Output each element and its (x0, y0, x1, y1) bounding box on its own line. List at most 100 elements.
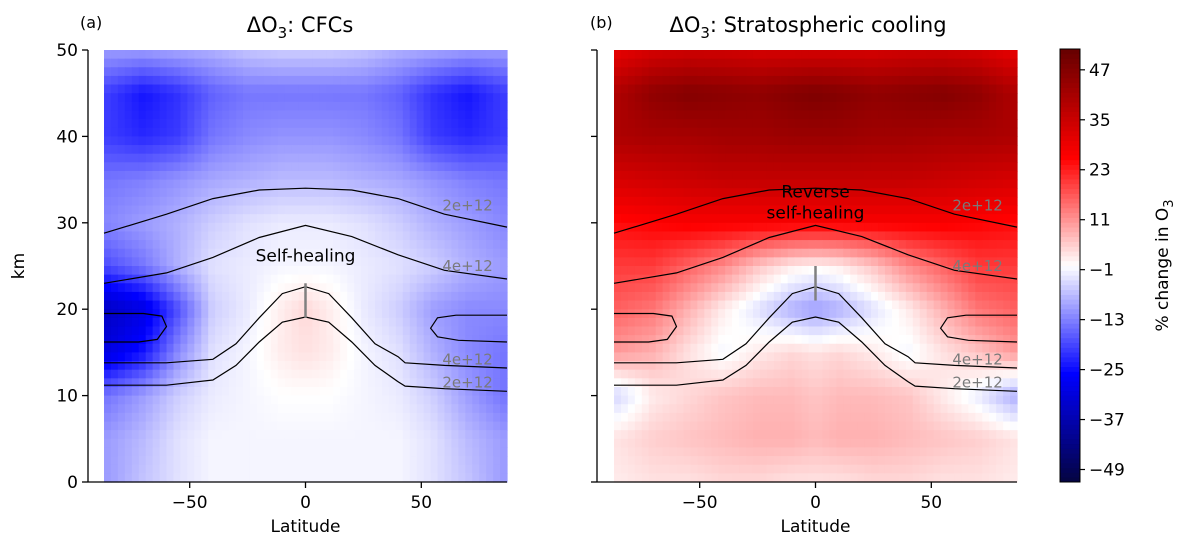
heatmap-cell (766, 162, 775, 172)
heatmap-cell (381, 110, 390, 120)
heatmap-cell (333, 309, 341, 319)
heatmap-cell (395, 240, 404, 250)
heatmap-cell (1010, 145, 1018, 155)
heatmap-cell (982, 300, 990, 310)
title-suffix: : CFCs (287, 13, 353, 37)
heatmap-cell (305, 447, 314, 457)
heatmap-cell (669, 231, 678, 241)
heatmap-cell (458, 58, 466, 68)
heatmap-cell (884, 162, 893, 172)
heatmap-cell (256, 257, 265, 267)
heatmap-cell (1003, 317, 1011, 328)
heatmap-cell (919, 283, 928, 293)
heatmap-cell (746, 283, 754, 293)
heatmap-cell (381, 214, 390, 224)
heatmap-cell (472, 369, 480, 379)
heatmap-cell (465, 421, 473, 431)
heatmap-cell (697, 214, 705, 224)
heatmap-cell (752, 119, 761, 129)
heatmap-cell (493, 326, 501, 336)
heatmap-cell (277, 291, 286, 302)
heatmap-cell (954, 67, 963, 77)
heatmap-cell (808, 240, 817, 250)
heatmap-cell (641, 170, 650, 181)
heatmap-cell (319, 309, 327, 319)
heatmap-cell (291, 196, 300, 207)
heatmap-cell (395, 110, 404, 120)
heatmap-cell (458, 136, 466, 146)
heatmap-cell (374, 378, 383, 388)
heatmap-cell (215, 447, 223, 457)
heatmap-cell (110, 145, 119, 155)
heatmap-cell (493, 456, 501, 466)
heatmap-cell (933, 274, 942, 284)
heatmap-cell (263, 162, 272, 172)
heatmap-cell (194, 291, 202, 302)
heatmap-cell (409, 378, 418, 388)
heatmap-cell (634, 222, 643, 233)
heatmap-cell (124, 127, 133, 137)
heatmap-cell (954, 188, 963, 198)
heatmap-cell (627, 257, 636, 267)
heatmap-cell (117, 110, 126, 120)
heatmap-cell (641, 67, 650, 77)
heatmap-cell (676, 145, 685, 155)
heatmap-cell (284, 309, 293, 319)
heatmap-cell (110, 50, 119, 60)
heatmap-cell (305, 136, 314, 146)
heatmap-cell (766, 93, 775, 103)
heatmap-cell (117, 326, 126, 336)
heatmap-cell (270, 205, 279, 215)
heatmap-cell (444, 274, 453, 284)
heatmap-cell (291, 179, 300, 189)
heatmap-cell (780, 93, 789, 103)
heatmap-cell (326, 231, 334, 241)
heatmap-cell (312, 162, 320, 172)
heatmap-cell (263, 404, 272, 414)
heatmap-cell (430, 326, 439, 336)
heatmap-cell (472, 378, 480, 388)
heatmap-cell (982, 248, 990, 258)
heatmap-cell (319, 291, 327, 302)
heatmap-cell (159, 378, 168, 388)
heatmap-cell (354, 119, 362, 129)
heatmap-cell (648, 84, 657, 94)
heatmap-cell (850, 291, 858, 302)
heatmap-cell (361, 179, 369, 189)
heatmap-cell (718, 300, 726, 310)
heatmap-cell (479, 369, 487, 379)
heatmap-cell (954, 84, 963, 94)
heatmap-cell (187, 67, 195, 77)
heatmap-cell (843, 283, 851, 293)
heatmap-cell (215, 412, 223, 423)
heatmap-cell (229, 67, 237, 77)
heatmap-cell (472, 231, 480, 241)
heatmap-cell (159, 447, 168, 457)
heatmap-cell (794, 75, 803, 86)
heatmap-cell (423, 369, 432, 379)
heatmap-cell (933, 205, 942, 215)
heatmap-cell (891, 196, 900, 207)
heatmap-cell (256, 75, 265, 86)
heatmap-cell (912, 214, 921, 224)
heatmap-cell (361, 222, 369, 233)
heatmap-cell (982, 283, 990, 293)
heatmap-cell (620, 127, 629, 137)
heatmap-cell (277, 75, 286, 86)
heatmap-cell (787, 170, 796, 181)
heatmap-cell (614, 291, 622, 302)
heatmap-cell (878, 257, 886, 267)
heatmap-cell (270, 343, 279, 353)
heatmap-cell (263, 343, 272, 353)
heatmap-cell (864, 110, 872, 120)
heatmap-cell (423, 326, 432, 336)
heatmap-cell (648, 119, 657, 129)
heatmap-cell (773, 188, 782, 198)
heatmap-cell (697, 291, 705, 302)
heatmap-cell (388, 352, 397, 362)
heatmap-cell (718, 84, 726, 94)
heatmap-cell (249, 222, 258, 233)
heatmap-cell (305, 75, 314, 86)
heatmap-cell (388, 222, 397, 233)
heatmap-cell (780, 119, 789, 129)
